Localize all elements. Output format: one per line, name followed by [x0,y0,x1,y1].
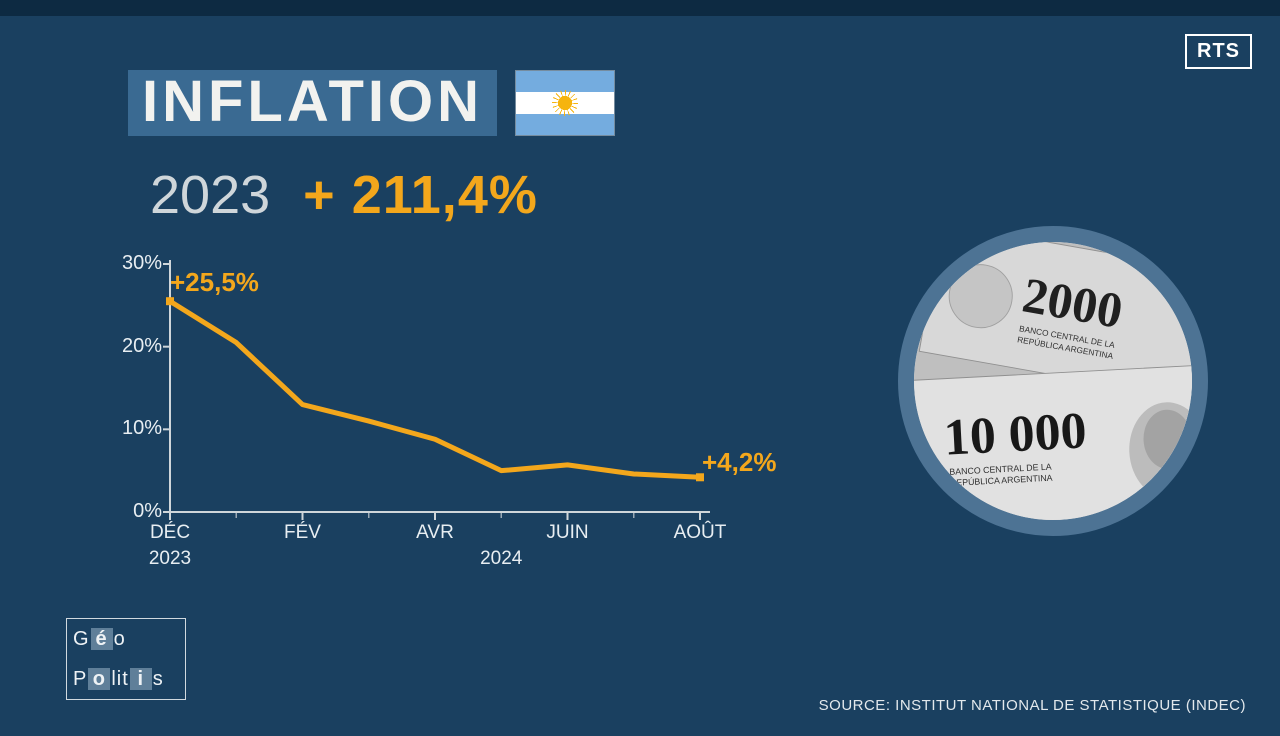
x-axis-label: AOÛT [674,522,727,544]
chart-callout: +25,5% [170,267,259,298]
source-line: SOURCE: INSTITUT NATIONAL DE STATISTIQUE… [819,697,1246,714]
y-axis-label: 0% [110,500,162,523]
y-axis-label: 30% [110,252,162,275]
x-axis-label: DÉC [150,522,190,544]
headline-stat: 2023 + 211,4% [150,164,538,226]
y-axis-label: 20% [110,335,162,358]
x-axis-year-label: 2023 [149,548,191,570]
program-logo: Géo Politis [66,618,186,700]
chart-callout: +4,2% [702,447,776,478]
y-axis-label: 10% [110,417,162,440]
x-axis-label: AVR [416,522,454,544]
inflation-line-chart: 0%10%20%30%DÉCFÉVAVRJUINAOÛT20232024+25,… [100,256,720,586]
headline-year: 2023 [150,165,270,225]
currency-image: 2000 BANCO CENTRAL DE LA REPÚBLICA ARGEN… [898,226,1208,536]
x-axis-label: JUIN [546,522,588,544]
argentina-flag-icon [515,70,615,136]
headline-value: + 211,4% [303,165,538,225]
title-block: INFLATION [128,70,615,136]
x-axis-label: FÉV [284,522,321,544]
x-axis-year-label: 2024 [480,548,522,570]
page-title: INFLATION [128,70,497,136]
broadcaster-logo: RTS [1185,34,1252,69]
